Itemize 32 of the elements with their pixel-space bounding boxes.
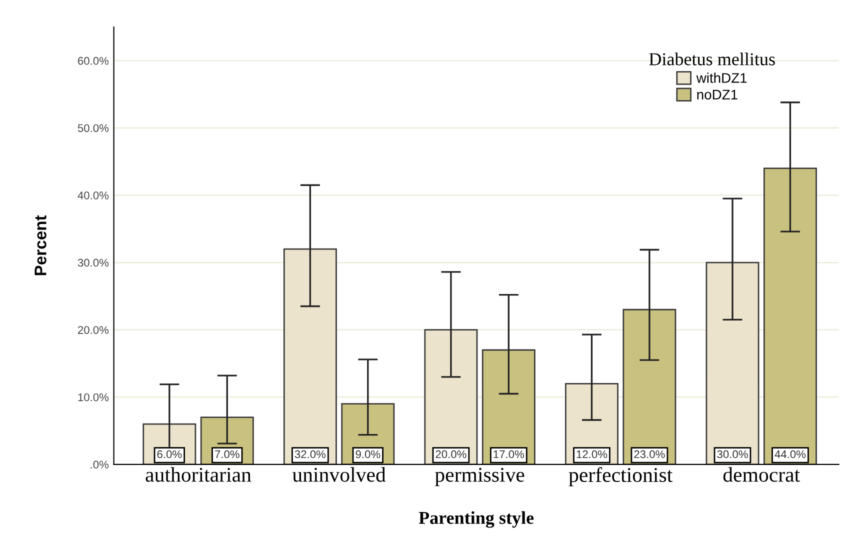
y-tick-label: .0% xyxy=(90,460,109,469)
data-label: 9.0% xyxy=(356,450,380,458)
data-label: 12.0% xyxy=(576,450,608,458)
x-axis-title: Parenting style xyxy=(418,511,534,528)
x-tick-label: authoritarian xyxy=(146,467,252,482)
y-tick-label: 10.0% xyxy=(78,393,109,402)
data-label: 32.0% xyxy=(294,450,326,458)
x-tick-label: democrat xyxy=(723,467,800,482)
y-tick-label: 40.0% xyxy=(78,192,109,200)
data-label: 44.0% xyxy=(774,450,806,458)
bar xyxy=(706,262,760,464)
x-tick-label: permissive xyxy=(435,468,524,486)
data-label: 17.0% xyxy=(494,450,524,458)
legend-label: withDZ1 xyxy=(696,72,747,83)
bar xyxy=(283,248,337,464)
bar xyxy=(763,168,817,464)
data-label: 7.0% xyxy=(215,450,240,458)
y-tick-label: 60.0% xyxy=(78,56,109,65)
bar xyxy=(622,308,676,464)
data-label: 20.0% xyxy=(436,450,466,458)
y-axis-title: Percent xyxy=(34,215,46,276)
data-label: 6.0% xyxy=(157,450,182,458)
y-tick-label: 30.0% xyxy=(78,258,109,267)
legend-label: noDZ1 xyxy=(697,90,738,100)
data-label: 23.0% xyxy=(634,450,665,458)
data-label: 30.0% xyxy=(717,450,748,458)
x-tick-label: perfectionist xyxy=(568,467,673,486)
legend-title: Diabetus mellitus xyxy=(649,52,775,66)
x-tick-label: uninvolved xyxy=(292,467,386,482)
y-tick-label: 50.0% xyxy=(78,124,109,132)
bar xyxy=(424,329,478,464)
y-tick-label: 20.0% xyxy=(78,326,109,334)
